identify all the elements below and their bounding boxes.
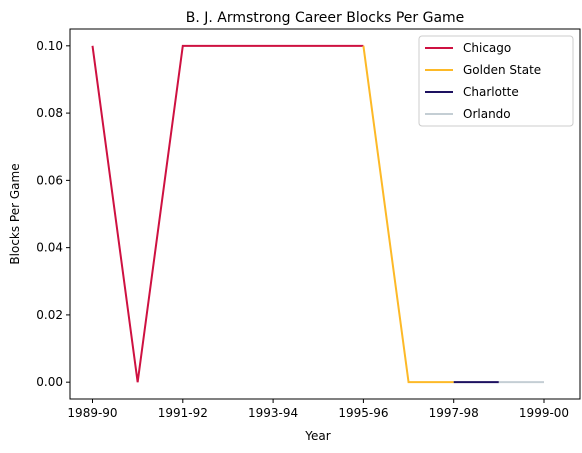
y-tick-label: 0.10 [36,39,63,53]
plot-frame [69,28,581,400]
x-tick-label: 1995-96 [338,406,388,420]
x-axis-label: Year [304,429,330,443]
legend: Chicago Golden State Charlotte Orlando [418,35,574,127]
x-tick-label: 1999-00 [519,406,569,420]
chart-title: B. J. Armstrong Career Blocks Per Game [186,10,465,26]
y-tick-label: 0.06 [36,173,63,187]
x-tick-label: 1989-90 [67,406,117,420]
series-line-golden-state [362,45,454,384]
y-tick-label: 0.00 [36,375,63,389]
legend-label: Golden State [463,63,541,77]
legend-box [418,35,574,127]
legend-label: Chicago [463,41,511,55]
y-tick-label: 0.04 [36,241,63,255]
x-tick-label: 1993-94 [248,406,298,420]
y-tick-label: 0.08 [36,106,63,120]
series-line-chicago [91,44,364,383]
legend-label: Orlando [463,107,511,121]
x-tick-label: 1991-92 [158,406,208,420]
x-tick-label: 1997-98 [429,406,479,420]
y-axis-label: Blocks Per Game [8,163,22,264]
y-tick-label: 0.02 [36,308,63,322]
legend-label: Charlotte [463,85,519,99]
